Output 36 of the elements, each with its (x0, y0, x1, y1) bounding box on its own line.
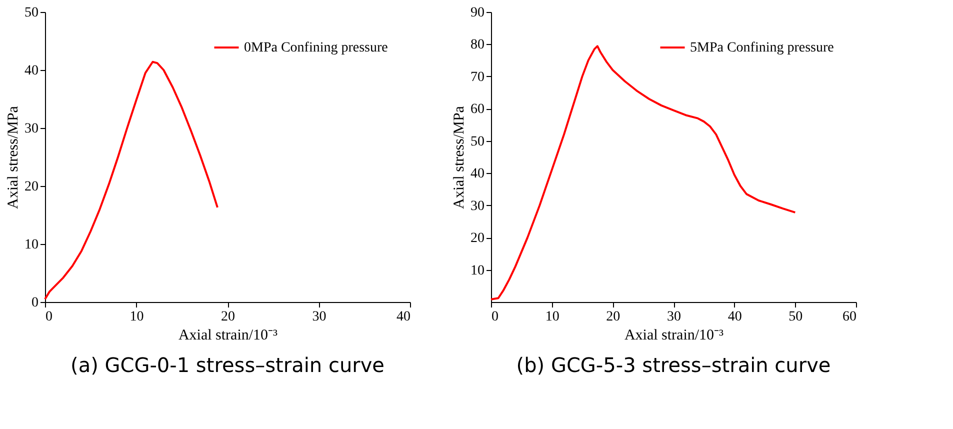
y-tick-label: 30 (24, 122, 38, 136)
x-tick-label: 60 (842, 310, 856, 324)
y-tick-label: 10 (24, 238, 38, 252)
y-tick-label: 50 (470, 134, 484, 150)
y-tick-label: 20 (24, 180, 38, 194)
x-tick-label: 0 (492, 310, 498, 324)
x-tick-label: 0 (46, 310, 52, 324)
text: (a) GCG-0-1 stress–strain curve (70, 353, 384, 377)
y-tick-label: 50 (24, 6, 38, 20)
text: (b) GCG-5-3 stress–strain curve (516, 353, 831, 377)
y-axis-title: Axial stress/MPa (6, 106, 22, 209)
y-tick-label: 90 (470, 6, 484, 20)
y-tick-label: 10 (470, 263, 484, 278)
y-tick-label: 30 (470, 198, 484, 214)
y-tick-label: 60 (470, 102, 484, 118)
x-axis-title: Axial strain/10⁻³ (624, 328, 724, 344)
y-axis-title: Axial stress/MPa (452, 106, 468, 209)
y-tick-label: 0 (32, 296, 38, 310)
y-tick-label: 40 (470, 166, 484, 182)
y-tick-label: 70 (470, 70, 484, 85)
y-tick-label: 40 (24, 64, 38, 78)
y-tick-label: 80 (470, 38, 484, 53)
x-tick-label: 30 (667, 310, 681, 324)
x-tick-label: 50 (788, 310, 803, 324)
x-tick-label: 40 (396, 310, 410, 324)
x-tick-label: 30 (312, 310, 326, 324)
x-axis-title: Axial strain/10⁻³ (178, 328, 278, 344)
x-tick-label: 20 (221, 310, 235, 324)
x-tick-label: 10 (545, 310, 560, 324)
legend-label: 0MPa Confining pressure (244, 40, 388, 56)
x-tick-label: 20 (606, 310, 620, 324)
x-tick-label: 40 (728, 310, 742, 324)
y-tick-label: 20 (470, 231, 484, 246)
x-tick-label: 10 (130, 310, 144, 324)
legend-label: 5MPa Confining pressure (690, 40, 834, 56)
line-series (44, 60, 218, 300)
